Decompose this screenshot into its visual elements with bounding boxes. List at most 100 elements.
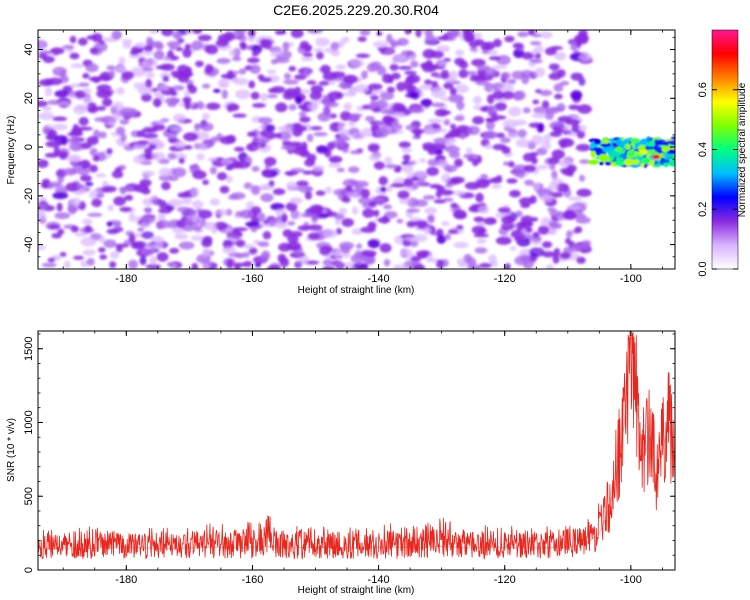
heatmap-cell — [219, 135, 236, 145]
heatmap-cell — [485, 143, 493, 150]
heatmap-cell — [416, 179, 426, 186]
heatmap-cell — [52, 66, 67, 77]
heatmap-cell — [226, 234, 242, 239]
heatmap-cell — [258, 117, 273, 124]
heatmap-cell — [56, 202, 63, 212]
heatmap-cell — [106, 148, 113, 155]
heatmap-cell — [377, 217, 391, 224]
heatmap-signal-cell — [587, 159, 600, 165]
heatmap-cell — [392, 112, 405, 118]
heatmap-cell — [166, 132, 178, 140]
heatmap-cell — [268, 180, 275, 187]
heatmap-cell — [282, 41, 290, 51]
heatmap-cell — [144, 244, 161, 250]
heatmap-cell — [254, 262, 262, 268]
heatmap-cell — [69, 35, 77, 44]
heatmap-cell — [475, 192, 484, 203]
heatmap-cell — [447, 32, 457, 42]
heatmap-cell — [128, 259, 139, 269]
heatmap-signal-cell — [648, 140, 655, 148]
heatmap-cell — [562, 125, 570, 131]
heatmap-cell — [475, 80, 489, 86]
heatmap-cell — [346, 191, 359, 198]
heatmap-x-tick-label: -180 — [115, 273, 137, 285]
heatmap-signal-cell — [598, 153, 609, 162]
heatmap-x-tick-label: -120 — [494, 273, 516, 285]
heatmap-cell — [169, 247, 180, 254]
heatmap-cell — [169, 45, 177, 51]
heatmap-cell — [235, 239, 246, 248]
heatmap-y-tick-label: -40 — [23, 237, 35, 253]
heatmap-cell — [115, 243, 130, 248]
heatmap-signal-cell — [642, 155, 648, 159]
heatmap-cell — [89, 164, 98, 173]
heatmap-cell — [298, 255, 310, 264]
heatmap-cell — [333, 250, 343, 259]
heatmap-cell — [553, 248, 561, 257]
heatmap-cell — [133, 82, 142, 90]
heatmap-cell — [85, 181, 94, 187]
heatmap-cell — [143, 45, 154, 52]
heatmap-cell — [392, 264, 409, 269]
heatmap-panel: -180 -160 -140 -120 -100 -40 -20 0 20 40 Height … — [6, 29, 676, 296]
heatmap-cell — [470, 48, 480, 54]
heatmap-cell — [520, 215, 534, 224]
heatmap-cell — [45, 140, 62, 148]
heatmap-cell — [446, 164, 458, 172]
heatmap-cell — [216, 57, 231, 65]
heatmap-cell — [280, 145, 296, 150]
heatmap-cell — [286, 245, 299, 250]
heatmap-cell — [95, 173, 107, 178]
heatmap-cell — [341, 218, 355, 227]
heatmap-cell — [296, 145, 308, 150]
heatmap-cell — [385, 164, 398, 169]
heatmap-cell — [524, 179, 535, 186]
heatmap-cell — [535, 45, 544, 54]
heatmap-cell — [302, 170, 314, 175]
heatmap-cell — [201, 83, 211, 89]
heatmap-cell — [347, 166, 360, 173]
heatmap-cell — [537, 225, 550, 235]
heatmap-cell — [319, 245, 331, 256]
heatmap-cell — [109, 251, 120, 259]
heatmap-cell — [272, 188, 286, 196]
heatmap-cell — [191, 40, 204, 51]
heatmap-cell — [149, 30, 158, 34]
heatmap-signal-cell — [645, 149, 657, 154]
snr-noise-trace — [38, 331, 675, 560]
heatmap-cell — [129, 50, 139, 56]
heatmap-cell — [427, 158, 440, 166]
heatmap-cell — [400, 50, 413, 56]
heatmap-cell — [383, 259, 391, 267]
heatmap-cell — [370, 61, 382, 70]
heatmap-cell — [309, 91, 323, 101]
heatmap-cell — [574, 244, 590, 250]
heatmap-cell — [193, 142, 208, 150]
heatmap-cell — [420, 98, 433, 107]
snr-x-tick-label: -100 — [620, 574, 642, 586]
heatmap-cell — [445, 137, 457, 144]
heatmap-cell — [130, 241, 143, 250]
heatmap-cell — [525, 226, 533, 233]
heatmap-cell — [405, 84, 417, 92]
heatmap-cell — [87, 105, 99, 114]
heatmap-cell — [324, 186, 332, 194]
heatmap-cell — [531, 134, 543, 145]
snr-x-tick-label: -120 — [494, 574, 516, 586]
heatmap-cell — [453, 241, 469, 249]
heatmap-cell — [38, 245, 47, 251]
heatmap-cell — [398, 65, 412, 70]
heatmap-signal-cell — [624, 143, 631, 150]
heatmap-cell — [440, 189, 453, 196]
heatmap-cell — [239, 42, 248, 51]
heatmap-cell — [408, 160, 419, 165]
heatmap-cell — [274, 221, 288, 229]
heatmap-cell — [575, 143, 591, 152]
heatmap-cell — [384, 48, 394, 56]
heatmap-cell — [486, 94, 495, 105]
heatmap-cell — [220, 159, 234, 165]
heatmap-cell — [410, 176, 419, 182]
heatmap-cell — [155, 219, 171, 229]
heatmap-cell — [221, 89, 228, 100]
heatmap-cell — [440, 69, 450, 80]
